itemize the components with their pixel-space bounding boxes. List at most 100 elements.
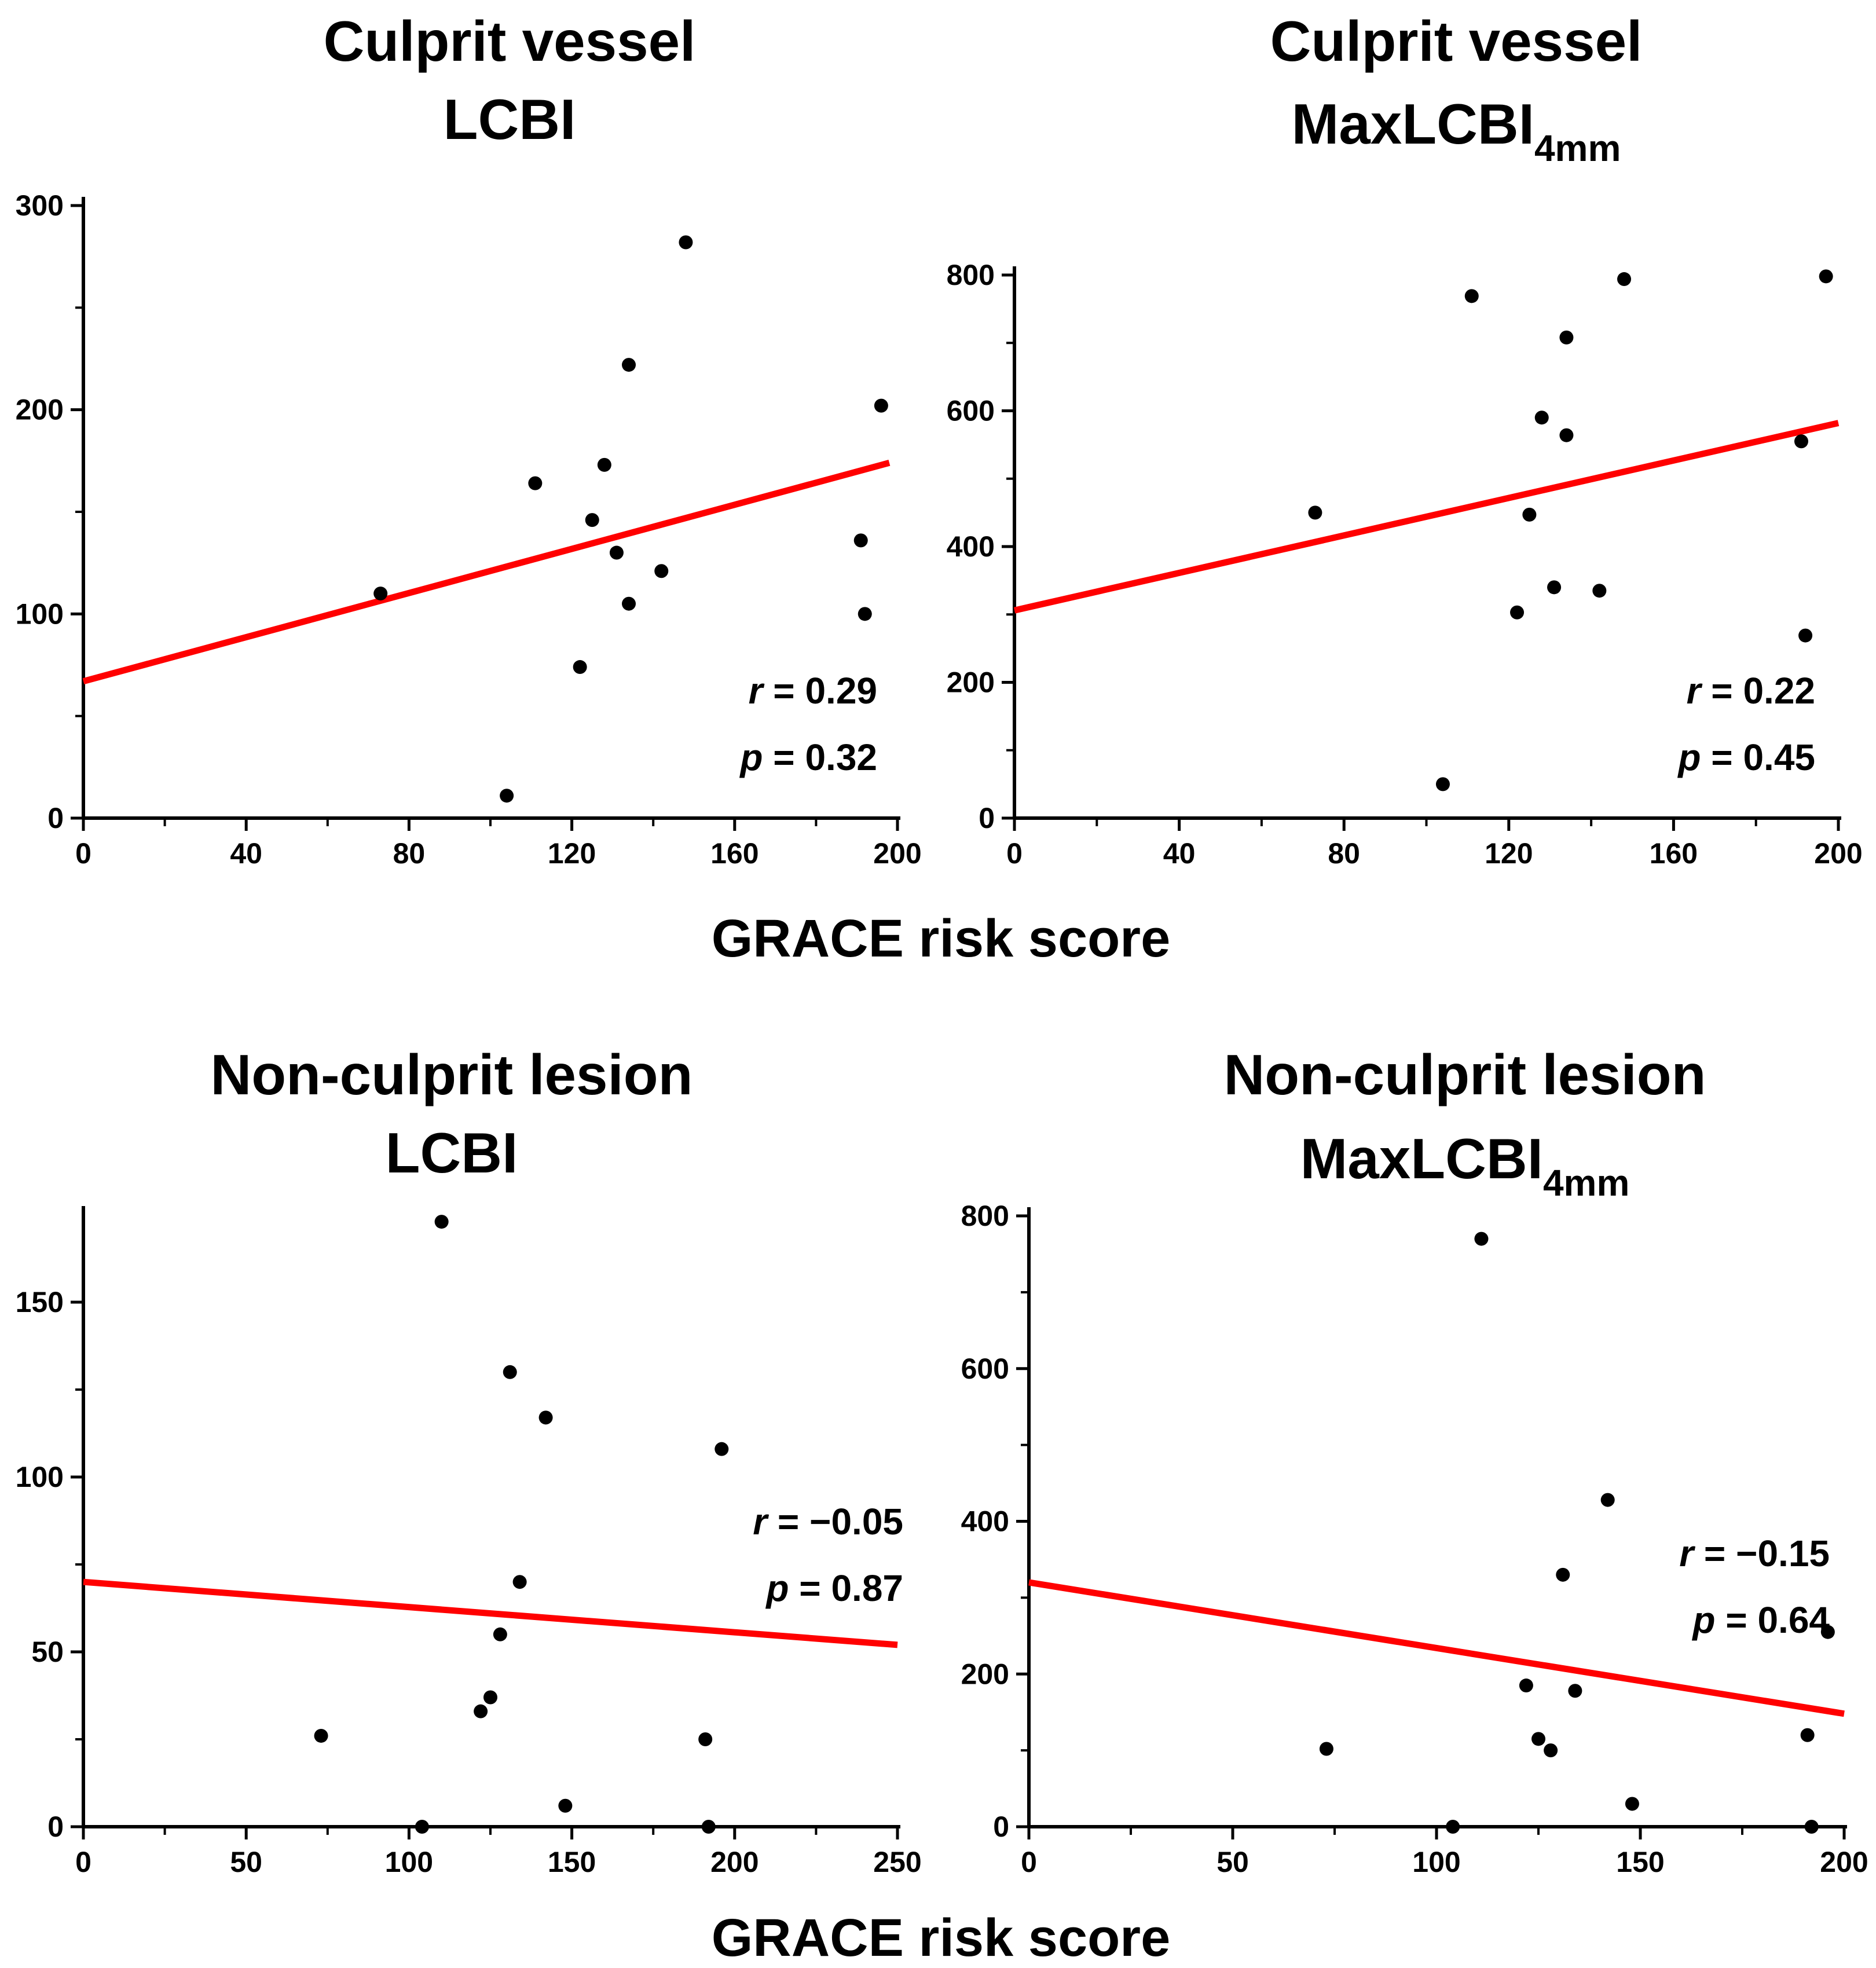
stat-p-symbol: p [765, 1567, 789, 1609]
data-point [1464, 289, 1479, 303]
data-point [1544, 1743, 1558, 1758]
data-point [1559, 330, 1574, 345]
x-tick-label: 40 [1163, 837, 1196, 870]
data-point [1559, 428, 1574, 442]
x-tick-label: 50 [1217, 1846, 1249, 1878]
x-tick-label: 0 [75, 837, 91, 870]
data-point [874, 398, 888, 413]
x-tick-label: 200 [1814, 837, 1862, 870]
y-tick-label: 300 [16, 189, 64, 222]
y-tick-label: 200 [16, 394, 64, 426]
scatter-panel-2: Culprit vessel MaxLCBI4mm 0 40 80 120 160 200 0 2… [947, 9, 1863, 870]
stat-r-annotation: r = 0.29 [749, 670, 877, 712]
data-point [1531, 1732, 1545, 1746]
y-tick-label: 600 [947, 395, 995, 427]
y-tick-label: 600 [961, 1353, 1009, 1385]
data-point [1794, 434, 1808, 449]
x-tick-label: 100 [385, 1846, 433, 1878]
scatter-panel-1: Culprit vessel LCBI 0 40 80 120 160 200 0 100 200 3… [16, 9, 922, 870]
stat-r-annotation: r = 0.22 [1687, 670, 1815, 712]
data-point [1446, 1820, 1460, 1834]
y-tick-label: 400 [947, 530, 995, 563]
x-tick-label: 0 [1006, 837, 1023, 870]
panel-title-line2: MaxLCBI4mm [1292, 92, 1621, 169]
data-point [1820, 1625, 1835, 1639]
stat-r-value: = 0.22 [1701, 670, 1816, 712]
stat-p-symbol: p [1691, 1599, 1715, 1641]
x-tick-label: 160 [1650, 837, 1698, 870]
data-point [1804, 1820, 1819, 1834]
x-tick-label: 100 [1412, 1846, 1460, 1878]
scatter-panel-3: Non-culprit lesion LCBI 0 50 100 150 200 250 0 50… [16, 1043, 922, 1878]
stat-p-value: = 0.64 [1716, 1599, 1830, 1641]
scatter-panel-4: Non-culprit lesion MaxLCBI4mm 0 50 100 150 200… [961, 1043, 1868, 1878]
x-tick-label: 0 [1021, 1846, 1037, 1878]
y-tick-label: 0 [47, 802, 64, 834]
stat-r-annotation: r = −0.15 [1679, 1533, 1830, 1574]
regression-line [82, 460, 891, 685]
regression-line [83, 1578, 898, 1648]
data-point [1474, 1232, 1489, 1246]
data-point [1510, 605, 1525, 620]
data-point [715, 1442, 729, 1456]
y-tick-label: 150 [16, 1286, 64, 1318]
data-point [1534, 411, 1549, 425]
regression-line [1028, 1579, 1845, 1717]
y-tick-label: 50 [31, 1636, 64, 1668]
data-point [1556, 1567, 1570, 1582]
y-tick-label: 0 [993, 1811, 1009, 1843]
y-tick-label: 200 [961, 1658, 1009, 1690]
y-tick-label: 400 [961, 1505, 1009, 1538]
y-tick-label: 0 [47, 1811, 64, 1843]
stat-p-symbol: p [1677, 736, 1701, 778]
stat-r-value: = −0.15 [1694, 1533, 1830, 1574]
y-tick-label: 800 [961, 1200, 1009, 1232]
panel-title-line2: LCBI [444, 87, 576, 151]
stat-r-symbol: r [753, 1501, 769, 1542]
data-point [698, 1732, 713, 1746]
stat-p-annotation: p = 0.87 [765, 1567, 903, 1609]
data-point [1798, 628, 1813, 643]
stat-p-value: = 0.32 [763, 736, 878, 778]
data-point [853, 533, 868, 548]
y-tick-label: 100 [16, 598, 64, 630]
data-point [512, 1575, 527, 1589]
x-tick-label: 150 [1616, 1846, 1664, 1878]
stat-p-annotation: p = 0.64 [1691, 1599, 1830, 1641]
data-point [434, 1215, 449, 1229]
data-point [1600, 1493, 1615, 1507]
panel-title-line1: Culprit vessel [1270, 9, 1643, 73]
stat-r-symbol: r [1687, 670, 1703, 712]
data-point [679, 235, 693, 250]
data-point [538, 1410, 553, 1425]
data-point [558, 1798, 573, 1813]
data-point [528, 476, 543, 490]
data-point [597, 457, 611, 472]
x-tick-label: 200 [1820, 1846, 1868, 1878]
panel-title-subscript: 4mm [1543, 1162, 1629, 1204]
y-tick-label: 0 [979, 802, 995, 834]
panel-title-line2: LCBI [386, 1121, 518, 1185]
data-point [573, 660, 587, 675]
data-point [483, 1690, 497, 1705]
data-point [622, 358, 636, 372]
stat-r-annotation: r = −0.05 [753, 1501, 903, 1542]
x-tick-label: 250 [873, 1846, 921, 1878]
x-tick-label: 80 [1328, 837, 1360, 870]
shared-x-axis-label-top: GRACE risk score [712, 909, 1171, 968]
regression-line [1013, 420, 1840, 614]
y-tick-label: 200 [947, 666, 995, 699]
panel-title-line1: Non-culprit lesion [1224, 1043, 1706, 1106]
data-point [858, 607, 872, 621]
data-point [1592, 584, 1607, 598]
data-point [493, 1627, 507, 1641]
panel-title-line2: MaxLCBI4mm [1300, 1127, 1630, 1204]
shared-x-axis-label-bottom: GRACE risk score [712, 1908, 1171, 1967]
x-tick-label: 80 [393, 837, 426, 870]
data-point [1625, 1797, 1639, 1811]
data-point [1522, 507, 1537, 522]
stat-r-value: = 0.29 [763, 670, 878, 712]
stat-r-symbol: r [749, 670, 765, 712]
data-point [1547, 580, 1562, 595]
